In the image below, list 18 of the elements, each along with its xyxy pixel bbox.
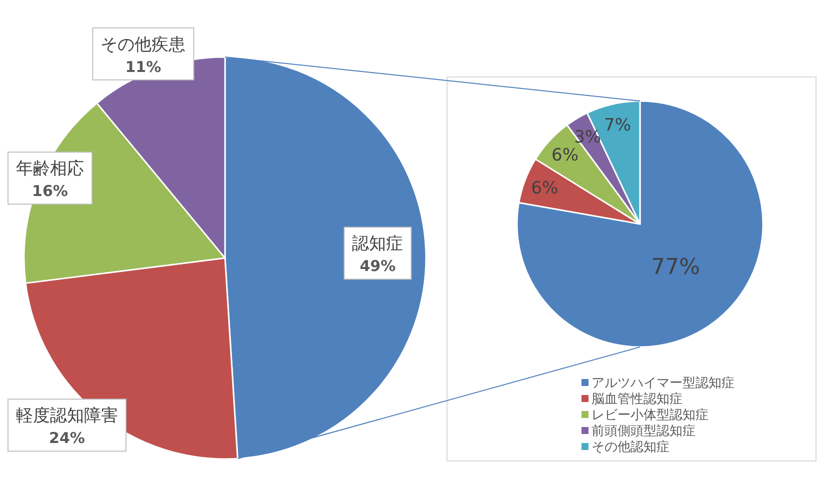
data-label: 6% bbox=[552, 146, 578, 166]
legend-label: その他認知症 bbox=[592, 440, 670, 455]
data-label: 6% bbox=[531, 178, 558, 199]
data-label: 77% bbox=[651, 255, 700, 280]
legend-label: 前頭側頭型認知症 bbox=[592, 424, 696, 439]
data-label: 16% bbox=[32, 182, 68, 200]
data-label: 49% bbox=[360, 257, 396, 276]
data-label: 7% bbox=[604, 115, 631, 136]
data-label: 24% bbox=[49, 429, 85, 448]
slice-label: その他疾患 bbox=[100, 34, 186, 55]
slice-label: 年齢相応 bbox=[16, 159, 84, 180]
legend-label: 脳血管性認知症 bbox=[592, 392, 682, 407]
legend-label: アルツハイマー型認知症 bbox=[592, 376, 734, 391]
legend-label: レビー小体型認知症 bbox=[592, 408, 708, 423]
pie-slice bbox=[516, 100, 764, 348]
slice-label: 軽度認知障害 bbox=[16, 406, 118, 426]
data-label: 11% bbox=[125, 58, 162, 76]
slice-label: 認知症 bbox=[352, 234, 404, 254]
